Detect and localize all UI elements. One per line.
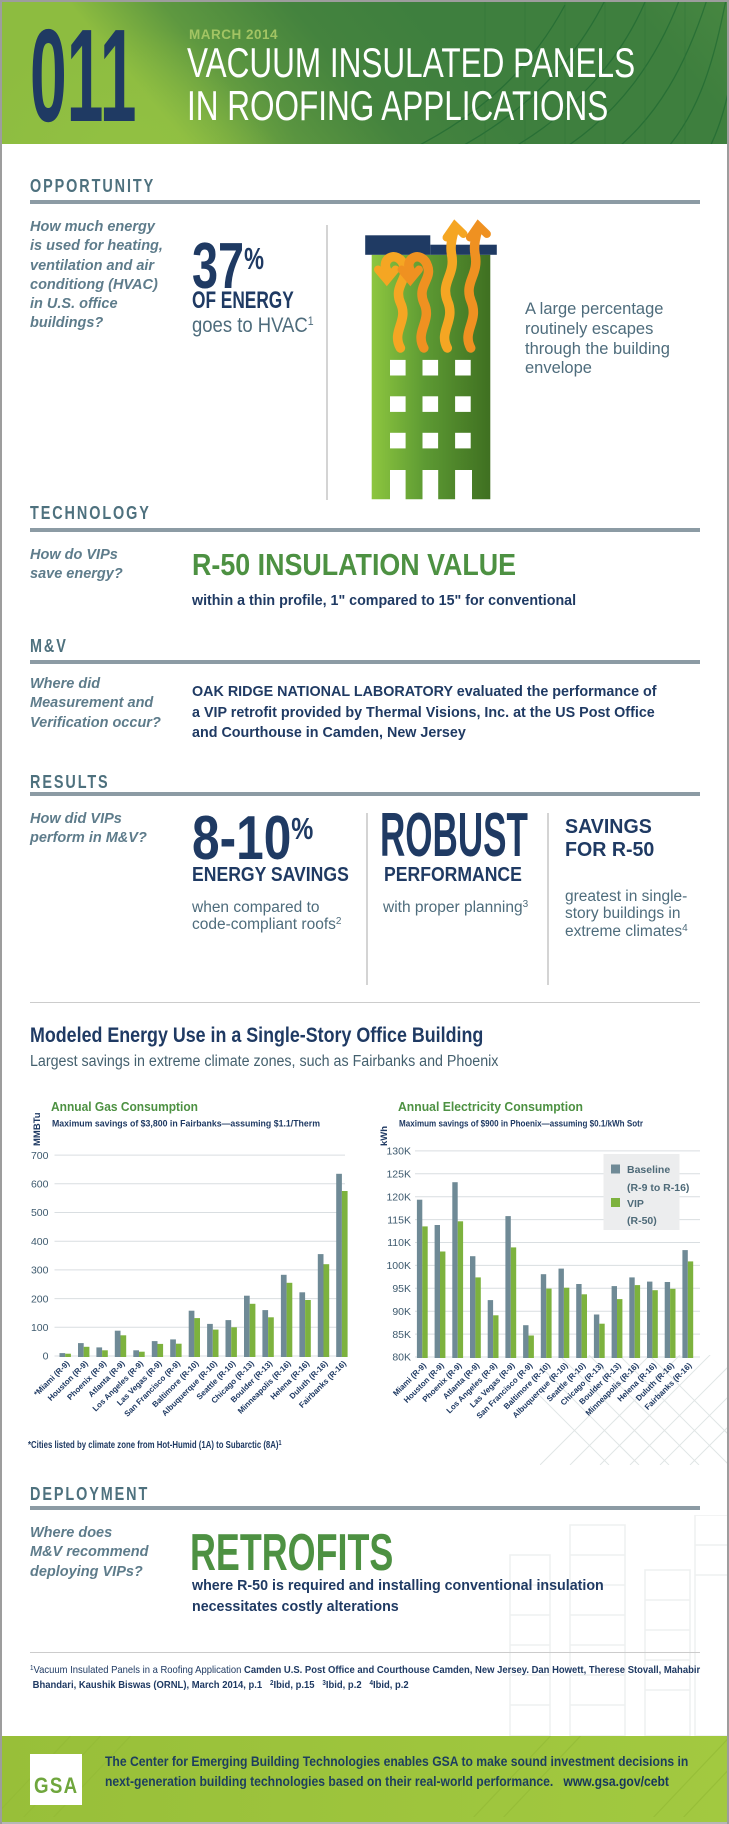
svg-text:90K: 90K	[392, 1306, 411, 1318]
svg-text:Baseline: Baseline	[627, 1164, 670, 1176]
svg-text:500: 500	[31, 1207, 49, 1219]
svg-text:200: 200	[31, 1293, 49, 1305]
svg-text:(R-50): (R-50)	[627, 1215, 657, 1227]
svg-text:kWh: kWh	[379, 1126, 390, 1146]
svg-text:100: 100	[31, 1322, 49, 1334]
svg-text:(R-9 to R-16): (R-9 to R-16)	[627, 1182, 689, 1194]
svg-text:130K: 130K	[386, 1146, 411, 1158]
svg-text:Annual Gas Consumption: Annual Gas Consumption	[51, 1099, 198, 1114]
svg-text:700: 700	[31, 1150, 49, 1162]
svg-text:115K: 115K	[387, 1214, 411, 1226]
svg-text:110K: 110K	[387, 1237, 411, 1249]
svg-text:100K: 100K	[386, 1260, 411, 1272]
svg-text:120K: 120K	[386, 1191, 411, 1203]
svg-text:VIP: VIP	[627, 1198, 644, 1210]
svg-text:300: 300	[31, 1265, 49, 1277]
svg-text:80K: 80K	[392, 1352, 411, 1364]
svg-text:MMBTu: MMBTu	[32, 1112, 43, 1146]
svg-text:400: 400	[31, 1236, 49, 1248]
svg-text:95K: 95K	[392, 1283, 411, 1295]
svg-text:Maximum savings of $3,800 in F: Maximum savings of $3,800 in Fairbanks—a…	[52, 1119, 320, 1130]
svg-text:600: 600	[31, 1179, 49, 1191]
svg-text:0: 0	[43, 1351, 49, 1363]
svg-text:85K: 85K	[392, 1329, 411, 1341]
svg-text:125K: 125K	[386, 1169, 411, 1181]
svg-text:Maximum savings of $900 in Pho: Maximum savings of $900 in Phoenix—assum…	[399, 1119, 643, 1130]
svg-text:Annual Electricity Consumption: Annual Electricity Consumption	[398, 1099, 583, 1114]
